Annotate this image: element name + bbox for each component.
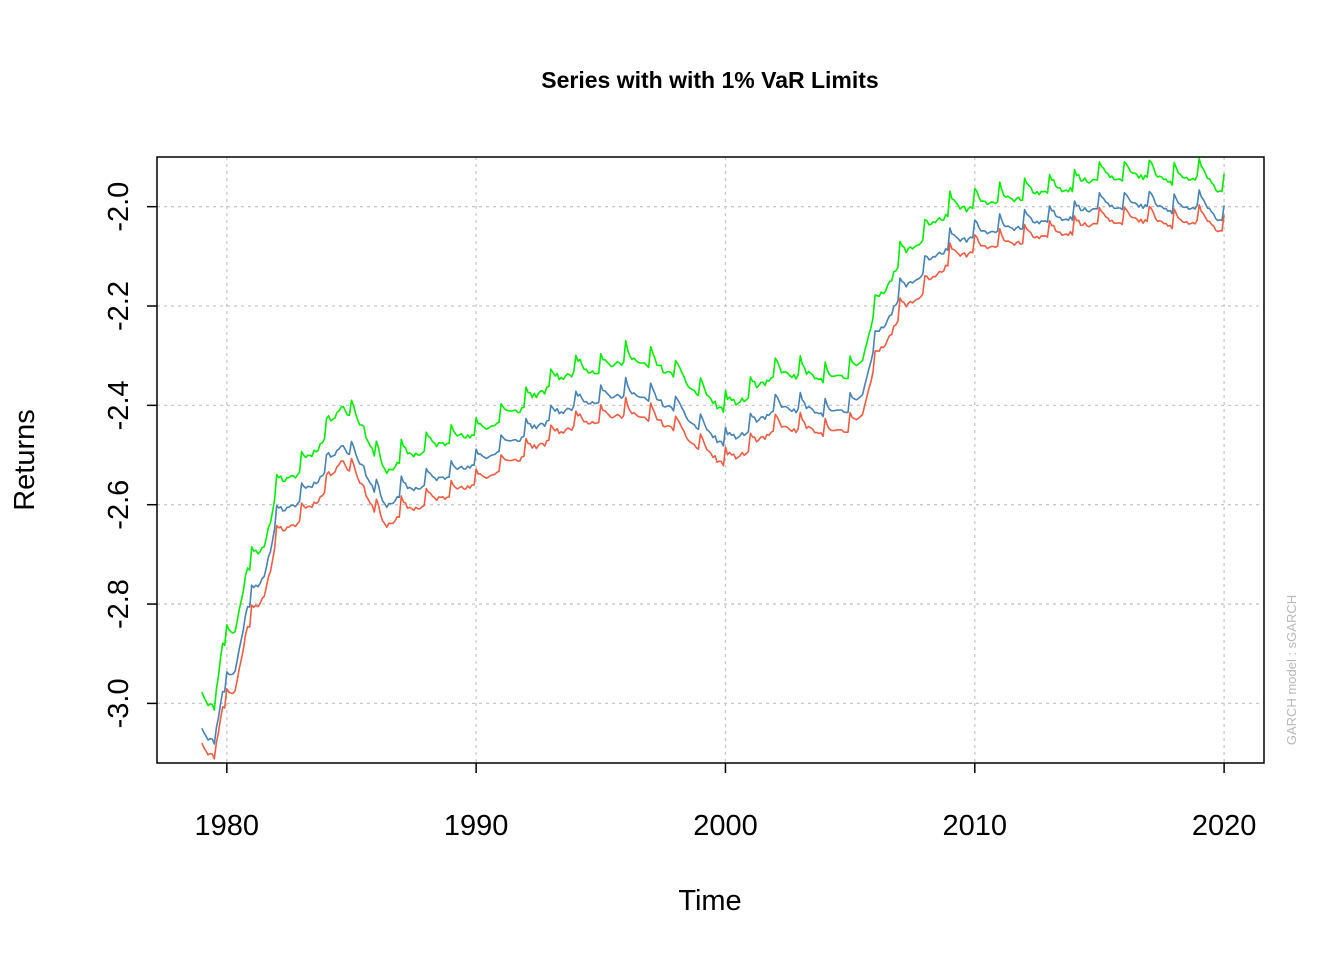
series-layer — [201, 157, 1225, 760]
y-tick-label: -2.4 — [103, 380, 135, 430]
chart-title: Series with with 1% VaR Limits — [541, 67, 878, 93]
series-line-2 — [201, 189, 1225, 745]
model-watermark: GARCH model : sGARCH — [1284, 595, 1299, 745]
series-line-1 — [201, 157, 1225, 711]
series-line-3 — [201, 204, 1225, 760]
y-tick-label: -2.2 — [103, 281, 135, 331]
y-axis: -3.0 -2.8 -2.6 -2.4 -2.2 -2.0 — [103, 182, 157, 728]
x-axis-title: Time — [678, 885, 741, 917]
x-tick-label: 2020 — [1192, 810, 1257, 842]
x-tick-label: 1980 — [195, 810, 260, 842]
y-axis-title: Returns — [9, 409, 41, 511]
grid-lines — [157, 157, 1264, 763]
plot-frame — [156, 156, 1265, 764]
y-tick-label: -2.0 — [103, 182, 135, 232]
y-tick-label: -2.8 — [103, 579, 135, 629]
x-tick-label: 1990 — [444, 810, 509, 842]
x-axis: 1980 1990 2000 2010 2020 — [195, 763, 1257, 842]
x-tick-label: 2000 — [693, 810, 758, 842]
x-tick-label: 2010 — [943, 810, 1008, 842]
y-tick-label: -3.0 — [103, 678, 135, 728]
y-tick-label: -2.6 — [103, 480, 135, 530]
